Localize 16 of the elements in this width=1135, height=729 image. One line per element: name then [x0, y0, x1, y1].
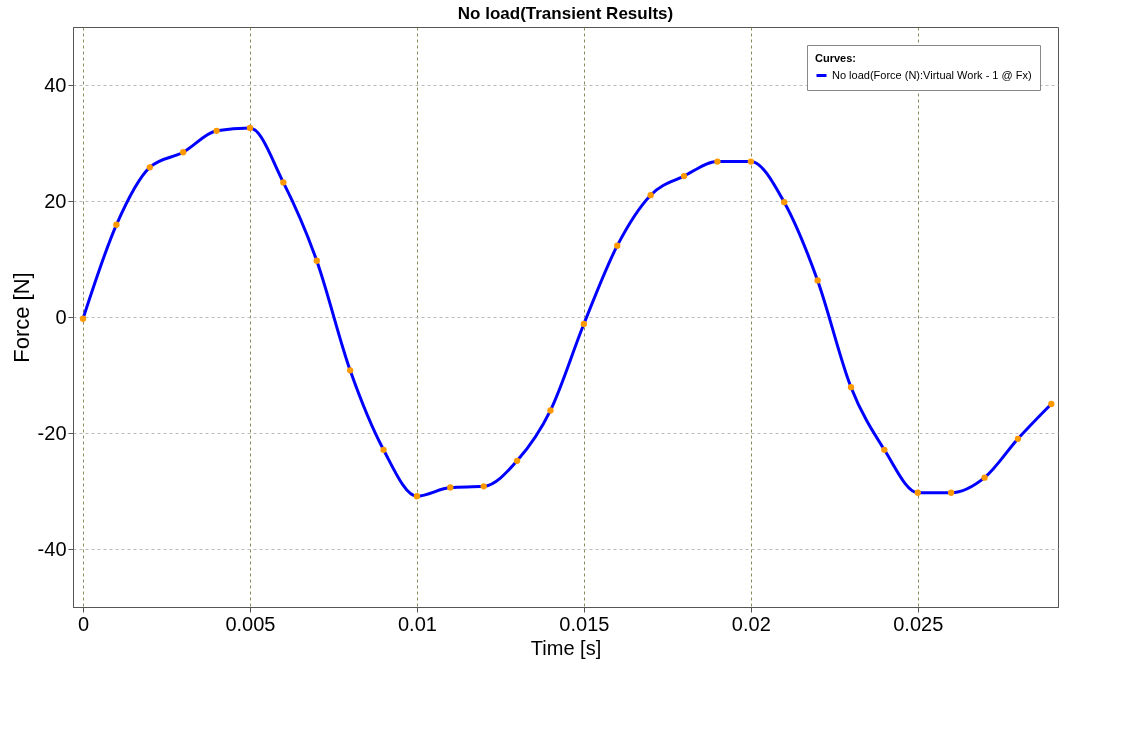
x-tick-label: 0.02 — [731, 612, 771, 635]
legend-label: No load(Force (N):Virtual Work - 1 @ Fx) — [832, 68, 1032, 81]
y-tick-label: 20 — [44, 189, 67, 212]
x-tick-label: 0 — [77, 612, 90, 635]
y-tick-label: -20 — [37, 421, 67, 444]
y-tick-label: -40 — [37, 537, 67, 560]
y-axis-title: Force [N] — [8, 272, 34, 363]
chart-title: No load(Transient Results) — [457, 4, 674, 23]
y-tick-label: 0 — [55, 305, 67, 328]
x-axis-title: Time [s] — [530, 636, 602, 659]
x-tick-label: 0.005 — [225, 612, 276, 635]
x-tick-label: 0.015 — [559, 612, 610, 635]
legend-title: Curves: — [815, 52, 856, 64]
x-tick-label: 0.01 — [397, 612, 437, 635]
x-tick-label: 0.025 — [893, 612, 944, 635]
y-tick-label: 40 — [44, 73, 67, 96]
